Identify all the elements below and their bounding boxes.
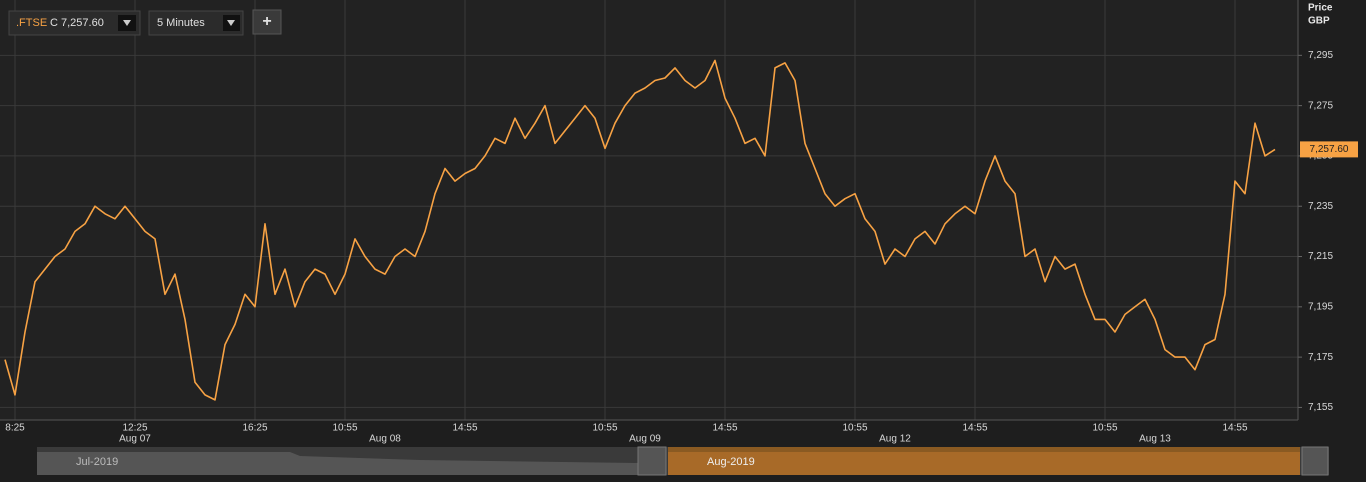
x-date-label: Aug 09 xyxy=(629,434,661,445)
y-tick-label: 7,215 xyxy=(1308,251,1333,262)
y-tick-label: 7,195 xyxy=(1308,301,1333,312)
x-tick-label: 14:55 xyxy=(1222,423,1247,434)
last-price-tag xyxy=(1300,141,1358,158)
dropdown-arrow xyxy=(227,20,235,26)
x-date-label: Aug 08 xyxy=(369,434,401,445)
plot-area xyxy=(0,0,1298,420)
x-tick-label: 10:55 xyxy=(1092,423,1117,434)
navigator-handle[interactable] xyxy=(637,446,667,476)
close-label: C 7,257.60 xyxy=(50,17,104,29)
navigator-sparkline xyxy=(37,452,640,475)
last-price-label: 7,257.60 xyxy=(1310,144,1349,155)
x-date-label: Aug 13 xyxy=(1139,434,1171,445)
add-button[interactable] xyxy=(252,9,282,35)
x-tick-label: 10:55 xyxy=(592,423,617,434)
y-tick-label: 7,295 xyxy=(1308,50,1333,61)
navigator-label: Jul-2019 xyxy=(76,456,118,468)
marks xyxy=(4,59,1276,401)
y-axis-unit: GBP xyxy=(1308,16,1330,27)
dropdown-arrow xyxy=(123,20,131,26)
navigator-label: Aug-2019 xyxy=(707,456,755,468)
x-tick-label: 14:55 xyxy=(452,423,477,434)
navigator-handle[interactable] xyxy=(1301,446,1329,476)
x-date-label: Aug 12 xyxy=(879,434,911,445)
x-tick-label: 14:55 xyxy=(712,423,737,434)
y-tick-label: 7,175 xyxy=(1308,352,1333,363)
x-tick-label: 10:55 xyxy=(842,423,867,434)
add-button-label: + xyxy=(262,13,271,30)
x-date-label: Aug 07 xyxy=(119,434,151,445)
interval: 5 Minutes xyxy=(157,17,205,29)
navigator-selection-sparkline xyxy=(668,452,1300,475)
x-tick-label: 8:25 xyxy=(5,423,25,434)
x-tick-label: 10:55 xyxy=(332,423,357,434)
y-tick-label: 7,235 xyxy=(1308,201,1333,212)
y-tick-label: 7,155 xyxy=(1308,402,1333,413)
grid xyxy=(0,0,1302,420)
y-tick-label: 7,275 xyxy=(1308,100,1333,111)
symbol: .FTSE xyxy=(16,17,47,29)
x-tick-label: 12:25 xyxy=(122,423,147,434)
price-line xyxy=(4,59,1276,401)
x-tick-label: 16:25 xyxy=(242,423,267,434)
y-axis-title: Price xyxy=(1308,3,1333,14)
x-tick-label: 14:55 xyxy=(962,423,987,434)
